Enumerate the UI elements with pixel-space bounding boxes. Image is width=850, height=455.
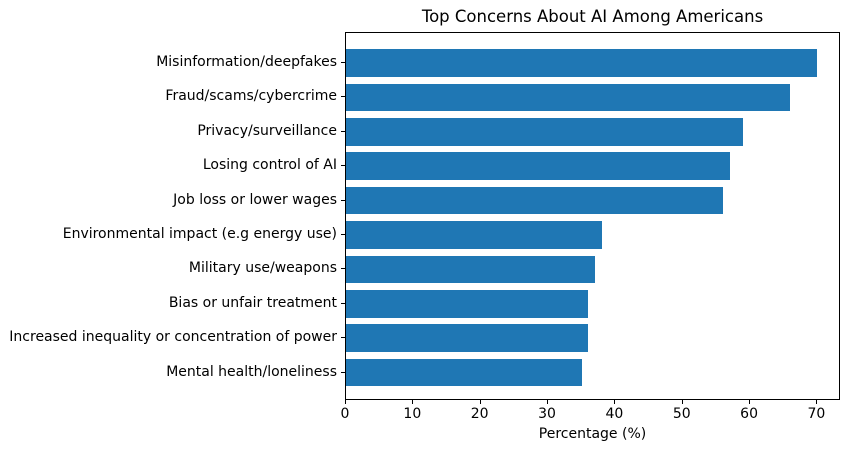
y-tick-mark <box>341 96 345 98</box>
x-tick-label: 30 <box>538 406 556 422</box>
x-tick-label: 0 <box>340 406 350 422</box>
y-tick-label: Environmental impact (e.g energy use) <box>62 226 337 242</box>
bar <box>346 290 589 318</box>
y-tick-label: Privacy/surveillance <box>197 122 337 139</box>
chart-title: Top Concerns About AI Among Americans <box>421 7 764 26</box>
bar <box>346 152 730 180</box>
x-tick-mark <box>816 400 818 404</box>
bar <box>346 255 596 284</box>
y-tick-mark <box>341 165 345 167</box>
bar <box>346 186 724 215</box>
x-tick-mark <box>681 400 683 404</box>
y-tick-mark <box>341 337 345 339</box>
y-tick-mark <box>341 302 345 304</box>
bar <box>346 49 818 77</box>
y-tick-mark <box>341 268 345 270</box>
x-axis-title: Percentage (%) <box>538 426 647 442</box>
y-tick-label: Job loss or lower wages <box>173 191 337 208</box>
bar <box>346 83 791 112</box>
x-tick-label: 20 <box>470 406 489 422</box>
x-tick-mark <box>412 400 414 404</box>
y-tick-label: Misinformation/deepfakes <box>156 54 337 70</box>
x-tick-mark <box>749 400 751 404</box>
y-tick-label: Losing control of AI <box>202 157 337 174</box>
x-tick-mark <box>479 400 481 404</box>
x-tick-label: 70 <box>807 406 826 422</box>
y-tick-label: Fraud/scams/cybercrime <box>165 88 337 105</box>
y-tick-label: Increased inequality or concentration of… <box>9 329 337 346</box>
x-tick-mark <box>614 400 616 404</box>
x-tick-label: 60 <box>740 406 758 422</box>
y-tick-mark <box>341 199 345 201</box>
bar <box>346 324 589 352</box>
y-tick-label: Mental health/loneliness <box>166 363 337 380</box>
y-tick-mark <box>341 234 345 235</box>
bar <box>346 118 744 146</box>
x-tick-label: 50 <box>672 406 691 422</box>
plot-area <box>345 32 840 400</box>
y-tick-label: Bias or unfair treatment <box>168 294 337 311</box>
y-tick-mark <box>341 130 345 132</box>
x-tick-label: 40 <box>605 406 624 422</box>
y-tick-label: Military use/weapons <box>188 260 337 277</box>
bar <box>346 358 582 387</box>
x-tick-mark <box>547 400 549 404</box>
y-tick-mark <box>341 371 345 373</box>
bar <box>346 221 602 249</box>
y-tick-mark <box>341 62 345 63</box>
x-tick-label: 10 <box>403 406 422 422</box>
x-tick-mark <box>345 400 346 404</box>
